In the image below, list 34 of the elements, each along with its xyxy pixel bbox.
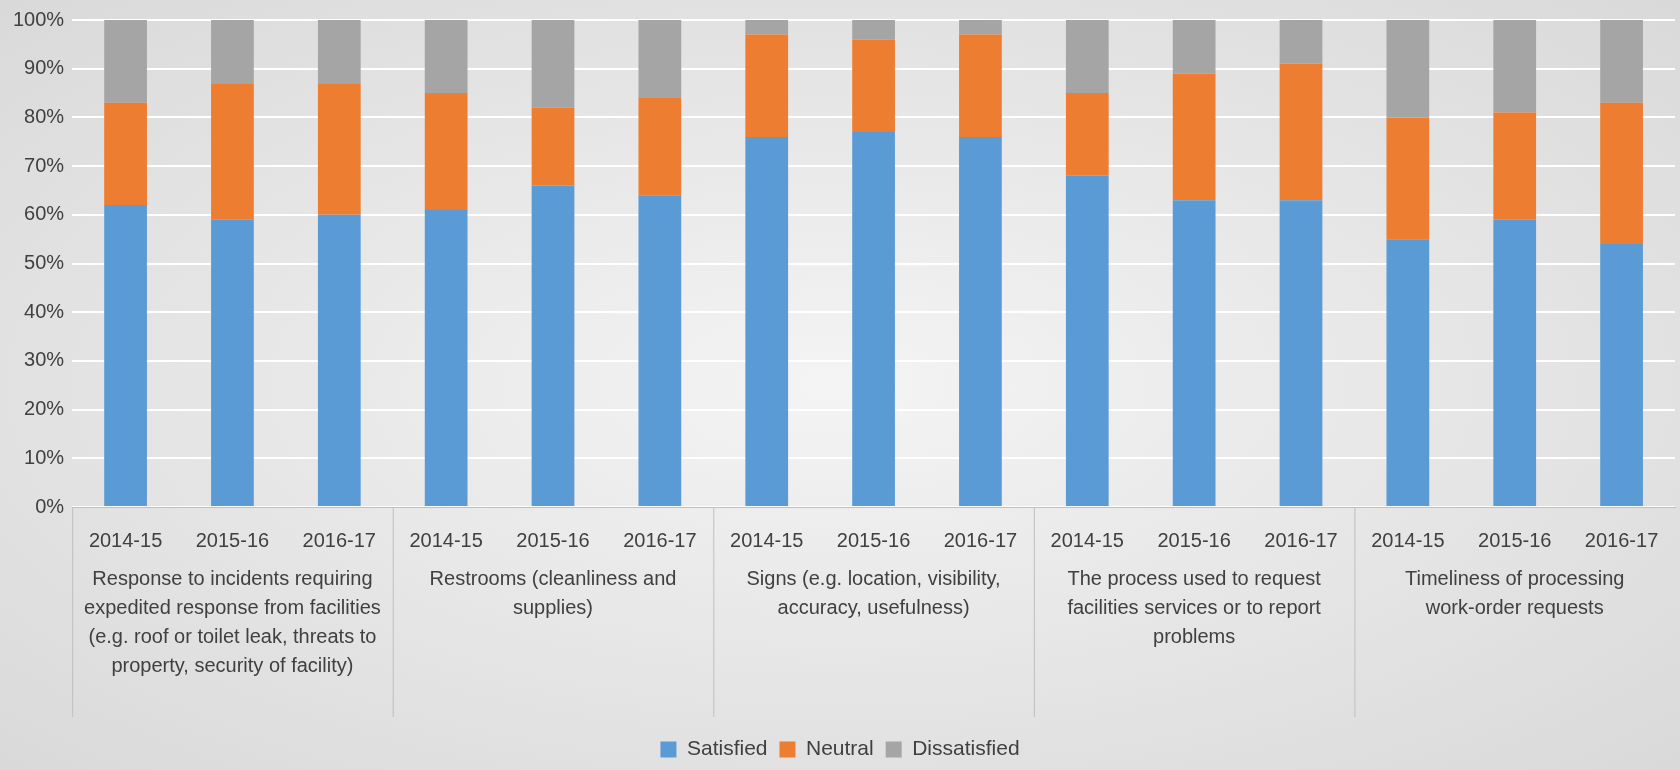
y-tick-label: 80% <box>24 104 65 127</box>
y-tick-label: 30% <box>24 348 65 371</box>
x-tick-label: 2014-15 <box>409 528 483 551</box>
text: Timeliness of processing work-order requests <box>1405 566 1625 618</box>
x-tick-label: 2016-17 <box>302 528 376 551</box>
x-tick-label: 2015-16 <box>1157 528 1231 551</box>
x-tick-label: 2015-16 <box>195 528 270 551</box>
text: Response to incidents requiring expedited response from facilities (e.g. roof or toilet leak, threats to property, security of facility) <box>84 566 381 676</box>
y-tick-label: 10% <box>24 445 65 468</box>
text: Restrooms (cleanliness and supplies) <box>429 566 677 618</box>
x-tick-label: 2016-17 <box>943 528 1018 551</box>
y-tick-label: 40% <box>24 299 65 322</box>
y-tick-label: 0% <box>35 494 65 517</box>
x-tick-label: 2014-15 <box>88 528 163 551</box>
x-tick-label: 2014-15 <box>1371 528 1445 551</box>
y-tick-label: 20% <box>24 397 65 420</box>
y-tick-label: 50% <box>24 251 65 274</box>
legend-label: Neutral <box>805 736 874 760</box>
x-tick-label: 2015-16 <box>836 528 911 551</box>
y-tick-label: 90% <box>24 56 65 79</box>
x-tick-label: 2016-17 <box>623 528 697 551</box>
y-tick-label: 100% <box>13 7 65 30</box>
x-tick-label: 2015-16 <box>516 528 590 551</box>
y-tick-label: 60% <box>24 202 65 225</box>
x-tick-label: 2016-17 <box>1584 528 1659 551</box>
x-tick-label: 2014-15 <box>730 528 804 551</box>
x-tick-label: 2014-15 <box>1050 528 1124 551</box>
text: The process used to request facilities services or to report problems <box>1067 566 1322 647</box>
text: Signs (e.g. location, visibility, accuracy, usefulness) <box>746 566 1001 618</box>
legend-label: Satisfied <box>686 736 768 760</box>
x-tick-label: 2016-17 <box>1264 528 1338 551</box>
legend-label: Dissatisfied <box>912 736 1020 760</box>
x-tick-label: 2015-16 <box>1478 528 1552 551</box>
y-tick-label: 70% <box>24 153 65 176</box>
